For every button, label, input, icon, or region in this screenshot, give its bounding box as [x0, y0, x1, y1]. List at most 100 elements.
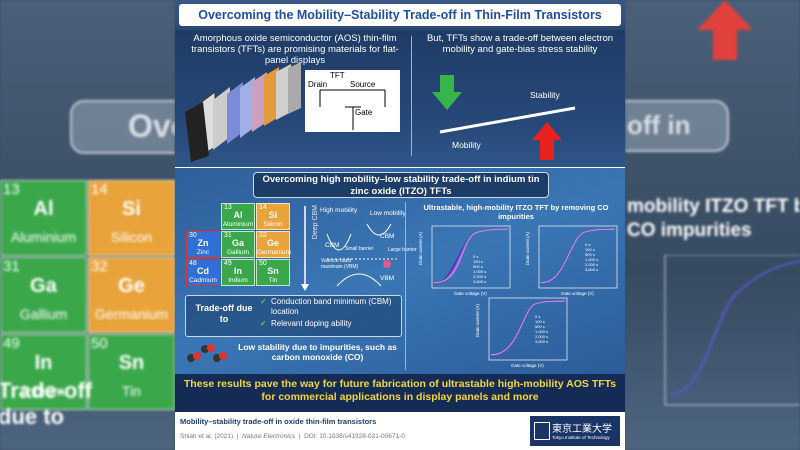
element-number: 32 — [91, 258, 108, 275]
tradeoff-item: ✓ Relevant doping ability — [260, 319, 398, 329]
bg-title: off in — [627, 110, 691, 140]
middle-heading: Overcoming high mobility–low stability t… — [253, 172, 549, 198]
legend-entry: 500 s — [473, 264, 483, 269]
footer-title: Mobility–stability trade-off in oxide th… — [180, 417, 377, 426]
logo-text: 東京工業大学 — [552, 424, 612, 435]
element-cell: 30 Zn Zinc — [186, 231, 220, 258]
element-symbol: Ga — [231, 238, 244, 249]
element-symbol: Si — [122, 197, 141, 220]
band-low: Low mobility — [370, 210, 406, 217]
source-label: Source — [350, 80, 376, 89]
mobility-label: Mobility — [452, 140, 481, 150]
element-cell: 14 Si Silicon — [88, 180, 175, 256]
tradeoff-item-text: Conduction band minimum (CBM) location — [271, 297, 392, 316]
title: Overcoming the Mobility–Stability Trade-… — [179, 4, 621, 26]
element-cell: 50 Sn Tin — [88, 334, 175, 410]
background-right: off in mobility ITZO TFT by r CO impurit… — [625, 0, 800, 450]
tradeoff-box — [185, 295, 402, 337]
legend-entry: 0 s — [473, 254, 479, 259]
element-number: 50 — [259, 260, 267, 267]
element-name: Aluminium — [10, 228, 77, 245]
band-cbm: CBM — [325, 242, 340, 249]
citation: Shiah et al. (2021) — [180, 433, 234, 440]
legend-entry: 500 s — [535, 324, 545, 329]
bg-heading: CO impurities — [627, 220, 752, 241]
plot: Drain current (A) Gate voltage (V) 0 s 100 … — [525, 224, 620, 300]
check-icon: ✓ — [260, 319, 267, 328]
element-number: 48 — [189, 260, 197, 267]
plot-xlabel: Gate voltage (V) — [561, 291, 594, 296]
plot-legend: 0 s 100 s 500 s 1,000 s 2,000 s 3,600 s — [473, 254, 486, 284]
legend-entry: 2,000 s — [473, 274, 487, 279]
band-high: High mobility — [320, 207, 358, 214]
plot-svg — [488, 297, 568, 361]
plot-legend: 0 s 100 s 500 s 1,000 s 2,000 s 3,600 s — [585, 242, 598, 272]
top-left-text: Amorphous oxide semiconductor (AOS) thin… — [191, 33, 399, 66]
divider — [411, 36, 412, 156]
element-symbol: Cd — [197, 266, 209, 277]
element-name: Indium — [22, 382, 65, 399]
band-large: Large barrier — [388, 247, 417, 253]
element-symbol: In — [234, 266, 242, 277]
element-number: 13 — [3, 181, 20, 198]
element-name: Germanium — [257, 249, 291, 257]
plot-svg — [431, 225, 511, 289]
element-number: 50 — [91, 335, 108, 352]
check-icon: ✓ — [260, 297, 267, 306]
plot-legend: 0 s 100 s 500 s 1,000 s 2,000 s 3,600 s — [535, 314, 548, 344]
element-name: Silicon — [263, 221, 283, 229]
tft-label: TFT — [330, 71, 345, 80]
legend-entry: 100 s — [585, 247, 595, 252]
bg-heading: mobility ITZO TFT by r — [627, 196, 800, 217]
banner: These results pave the way for future fa… — [183, 378, 617, 403]
band-diagram — [301, 206, 397, 291]
logo: 東京工業大学 Tokyo Institute of Technology — [530, 416, 620, 446]
element-symbol: Sn — [118, 351, 145, 374]
element-cell: 50 Sn Tin — [256, 259, 290, 286]
divider — [405, 202, 406, 370]
plot-xlabel: Gate voltage (V) — [454, 291, 487, 296]
logo-mark — [534, 422, 550, 440]
panel: Overcoming the Mobility–Stability Trade-… — [175, 0, 625, 450]
element-cell: 49 In Indium — [0, 334, 87, 410]
tradeoff-item-text: Relevant doping ability — [271, 319, 352, 328]
bg-arrow — [697, 0, 753, 60]
element-symbol: Ga — [30, 274, 57, 297]
element-number: 49 — [3, 335, 20, 352]
bg-plot — [664, 255, 800, 406]
bg-tradeoff: Trade-off due to — [0, 378, 93, 429]
element-number: 32 — [259, 232, 267, 239]
element-name: Cadmium — [189, 277, 217, 285]
legend-entry: 100 s — [473, 259, 483, 264]
legend-entry: 100 s — [535, 319, 545, 324]
element-symbol: In — [34, 351, 53, 374]
legend-entry: 1,000 s — [473, 269, 487, 274]
legend-entry: 0 s — [535, 314, 541, 319]
band-vbm: VBM — [380, 275, 395, 282]
band-small: Small barrier — [345, 246, 374, 252]
drain-label: Drain — [308, 80, 328, 89]
banner-bg — [175, 374, 625, 412]
legend-entry: 2,000 s — [535, 334, 549, 339]
legend-entry: 3,600 s — [535, 339, 549, 344]
element-symbol: Al — [33, 197, 54, 220]
tradeoff-label: Trade-off due to — [195, 303, 253, 324]
gate-label: Gate — [355, 108, 373, 117]
plot: Drain current (A) Gate voltage (V) 0 s 100 … — [418, 224, 513, 300]
plot-xlabel: Gate voltage (V) — [511, 363, 544, 368]
legend-entry: 3,600 s — [585, 267, 599, 272]
doi: DOI: 10.1038/s41928-021-00671-0 — [304, 433, 405, 440]
top-right-text: But, TFTs show a trade-off between elect… — [426, 33, 614, 55]
background-left: Overc 13 Al Aluminium 14 Si Silicon 31 Ga Galliu… — [0, 0, 175, 450]
journal: Nature Electronics — [242, 433, 296, 440]
element-cell: 13 Al Aluminium — [0, 180, 87, 256]
element-cell: 31 Ga Gallium — [221, 231, 255, 258]
plot: Drain current (A) Gate voltage (V) 0 s 100 … — [475, 296, 570, 372]
element-cell: 48 Cd Cadmium — [186, 259, 220, 286]
legend-entry: 3,600 s — [473, 279, 487, 284]
element-number: 13 — [224, 204, 232, 211]
element-cell: 32 Ge Germanium — [88, 257, 175, 333]
tradeoff-items: ✓ Conduction band minimum (CBM) location ✓… — [260, 297, 398, 331]
element-symbol: Ge — [118, 274, 145, 297]
plots-title: Ultrastable, high-mobility ITZO TFT by r… — [423, 203, 609, 221]
